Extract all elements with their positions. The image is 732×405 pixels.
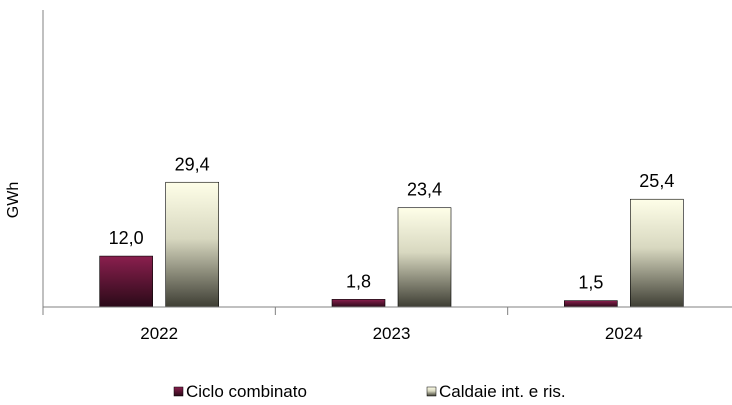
data-labels-group: 12,0 29,4 1,8 23,4 1,5 25,4 bbox=[109, 154, 675, 292]
x-tick-label-2022: 2022 bbox=[140, 324, 178, 343]
data-label-ciclo-combinato-2024: 1,5 bbox=[578, 273, 603, 293]
legend-label-ciclo-combinato: Ciclo combinato bbox=[186, 382, 307, 401]
y-axis-title: GWh bbox=[5, 182, 22, 218]
bar-ciclo-combinato-2023 bbox=[331, 299, 386, 308]
x-axis-tick-labels: 2022 2023 2024 bbox=[140, 324, 642, 343]
bar-caldaie-2022 bbox=[165, 181, 219, 308]
bars-group bbox=[99, 181, 684, 308]
bar-caldaie-2023 bbox=[397, 207, 452, 308]
bar-ciclo-combinato-2024 bbox=[564, 300, 618, 308]
data-label-caldaie-2023: 23,4 bbox=[407, 180, 442, 200]
x-tick-label-2023: 2023 bbox=[373, 324, 411, 343]
data-label-ciclo-combinato-2023: 1,8 bbox=[346, 271, 371, 291]
data-label-caldaie-2022: 29,4 bbox=[175, 154, 210, 174]
legend-label-caldaie: Caldaie int. e ris. bbox=[439, 382, 566, 401]
data-label-ciclo-combinato-2022: 12,0 bbox=[109, 228, 144, 248]
data-label-caldaie-2024: 25,4 bbox=[639, 171, 674, 191]
legend-swatch-ciclo-combinato bbox=[173, 386, 184, 397]
bar-ciclo-combinato-2022 bbox=[99, 255, 153, 308]
x-axis-ticks bbox=[42, 307, 509, 315]
bar-caldaie-2024 bbox=[630, 198, 684, 308]
x-tick-label-2024: 2024 bbox=[605, 324, 643, 343]
legend-swatch-caldaie bbox=[426, 386, 437, 397]
legend: Ciclo combinato Caldaie int. e ris. bbox=[173, 382, 566, 401]
